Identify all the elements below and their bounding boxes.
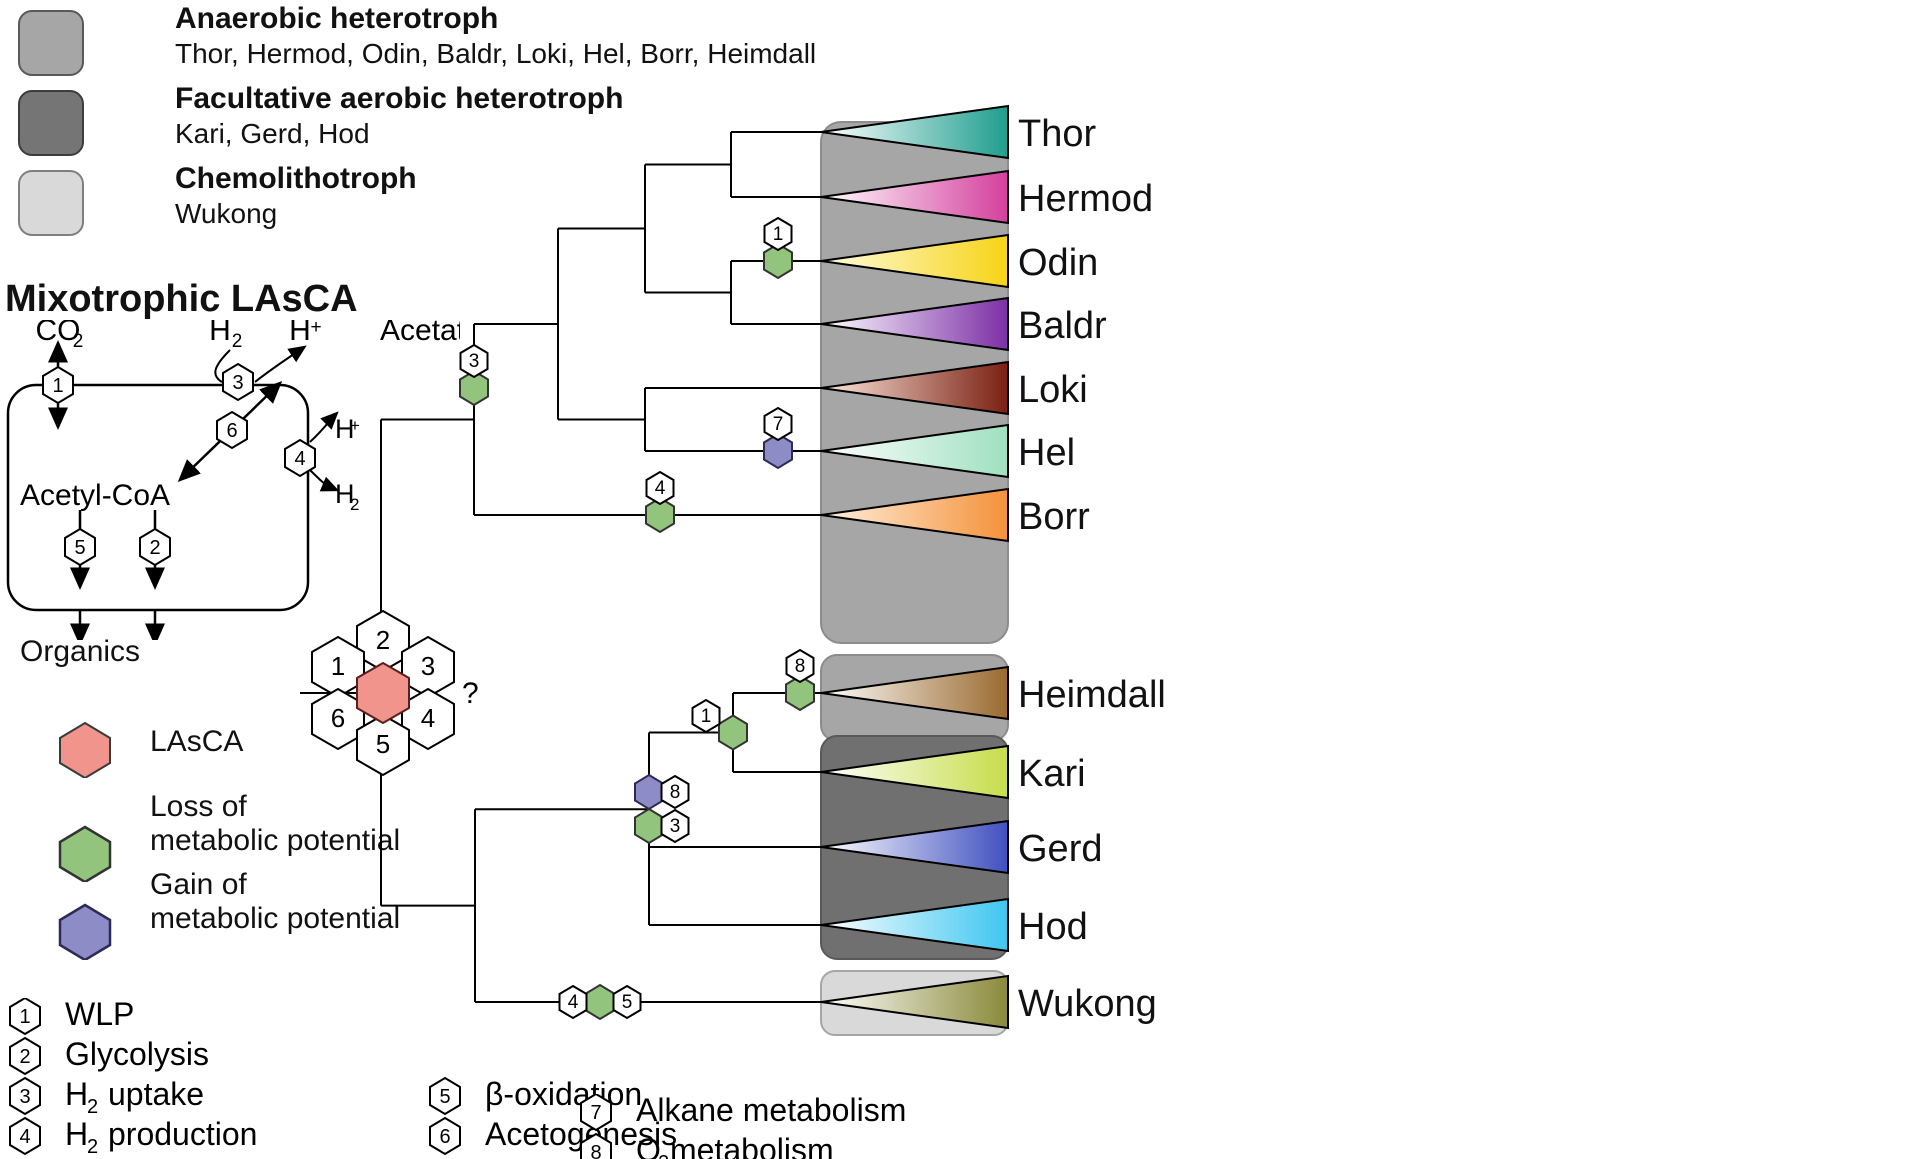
svg-text:8: 8 bbox=[795, 656, 806, 677]
svg-text:3: 3 bbox=[421, 651, 435, 681]
svg-text:4: 4 bbox=[568, 992, 579, 1013]
svg-text:Wukong: Wukong bbox=[1018, 983, 1157, 1025]
svg-text:?: ? bbox=[462, 677, 479, 710]
svg-text:Kari: Kari bbox=[1018, 753, 1086, 795]
svg-text:5: 5 bbox=[376, 729, 390, 759]
svg-text:8: 8 bbox=[670, 782, 681, 803]
svg-text:Heimdall: Heimdall bbox=[1018, 674, 1166, 716]
svg-text:Odin: Odin bbox=[1018, 242, 1098, 284]
svg-text:Loki: Loki bbox=[1018, 369, 1088, 411]
svg-text:Thor: Thor bbox=[1018, 113, 1096, 155]
svg-text:Borr: Borr bbox=[1018, 496, 1090, 538]
svg-text:Baldr: Baldr bbox=[1018, 305, 1107, 347]
svg-text:4: 4 bbox=[421, 703, 435, 733]
svg-text:Hel: Hel bbox=[1018, 432, 1075, 474]
svg-text:6: 6 bbox=[331, 703, 345, 733]
svg-text:3: 3 bbox=[670, 816, 681, 837]
svg-text:7: 7 bbox=[773, 414, 784, 435]
svg-text:Hod: Hod bbox=[1018, 906, 1088, 948]
svg-text:Gerd: Gerd bbox=[1018, 828, 1102, 870]
svg-text:3: 3 bbox=[469, 351, 480, 372]
svg-text:2: 2 bbox=[376, 625, 390, 655]
svg-text:1: 1 bbox=[701, 706, 712, 727]
svg-text:5: 5 bbox=[622, 992, 633, 1013]
svg-text:1: 1 bbox=[773, 224, 784, 245]
svg-text:1: 1 bbox=[331, 651, 345, 681]
svg-text:Hermod: Hermod bbox=[1018, 178, 1153, 220]
svg-text:4: 4 bbox=[655, 478, 666, 499]
